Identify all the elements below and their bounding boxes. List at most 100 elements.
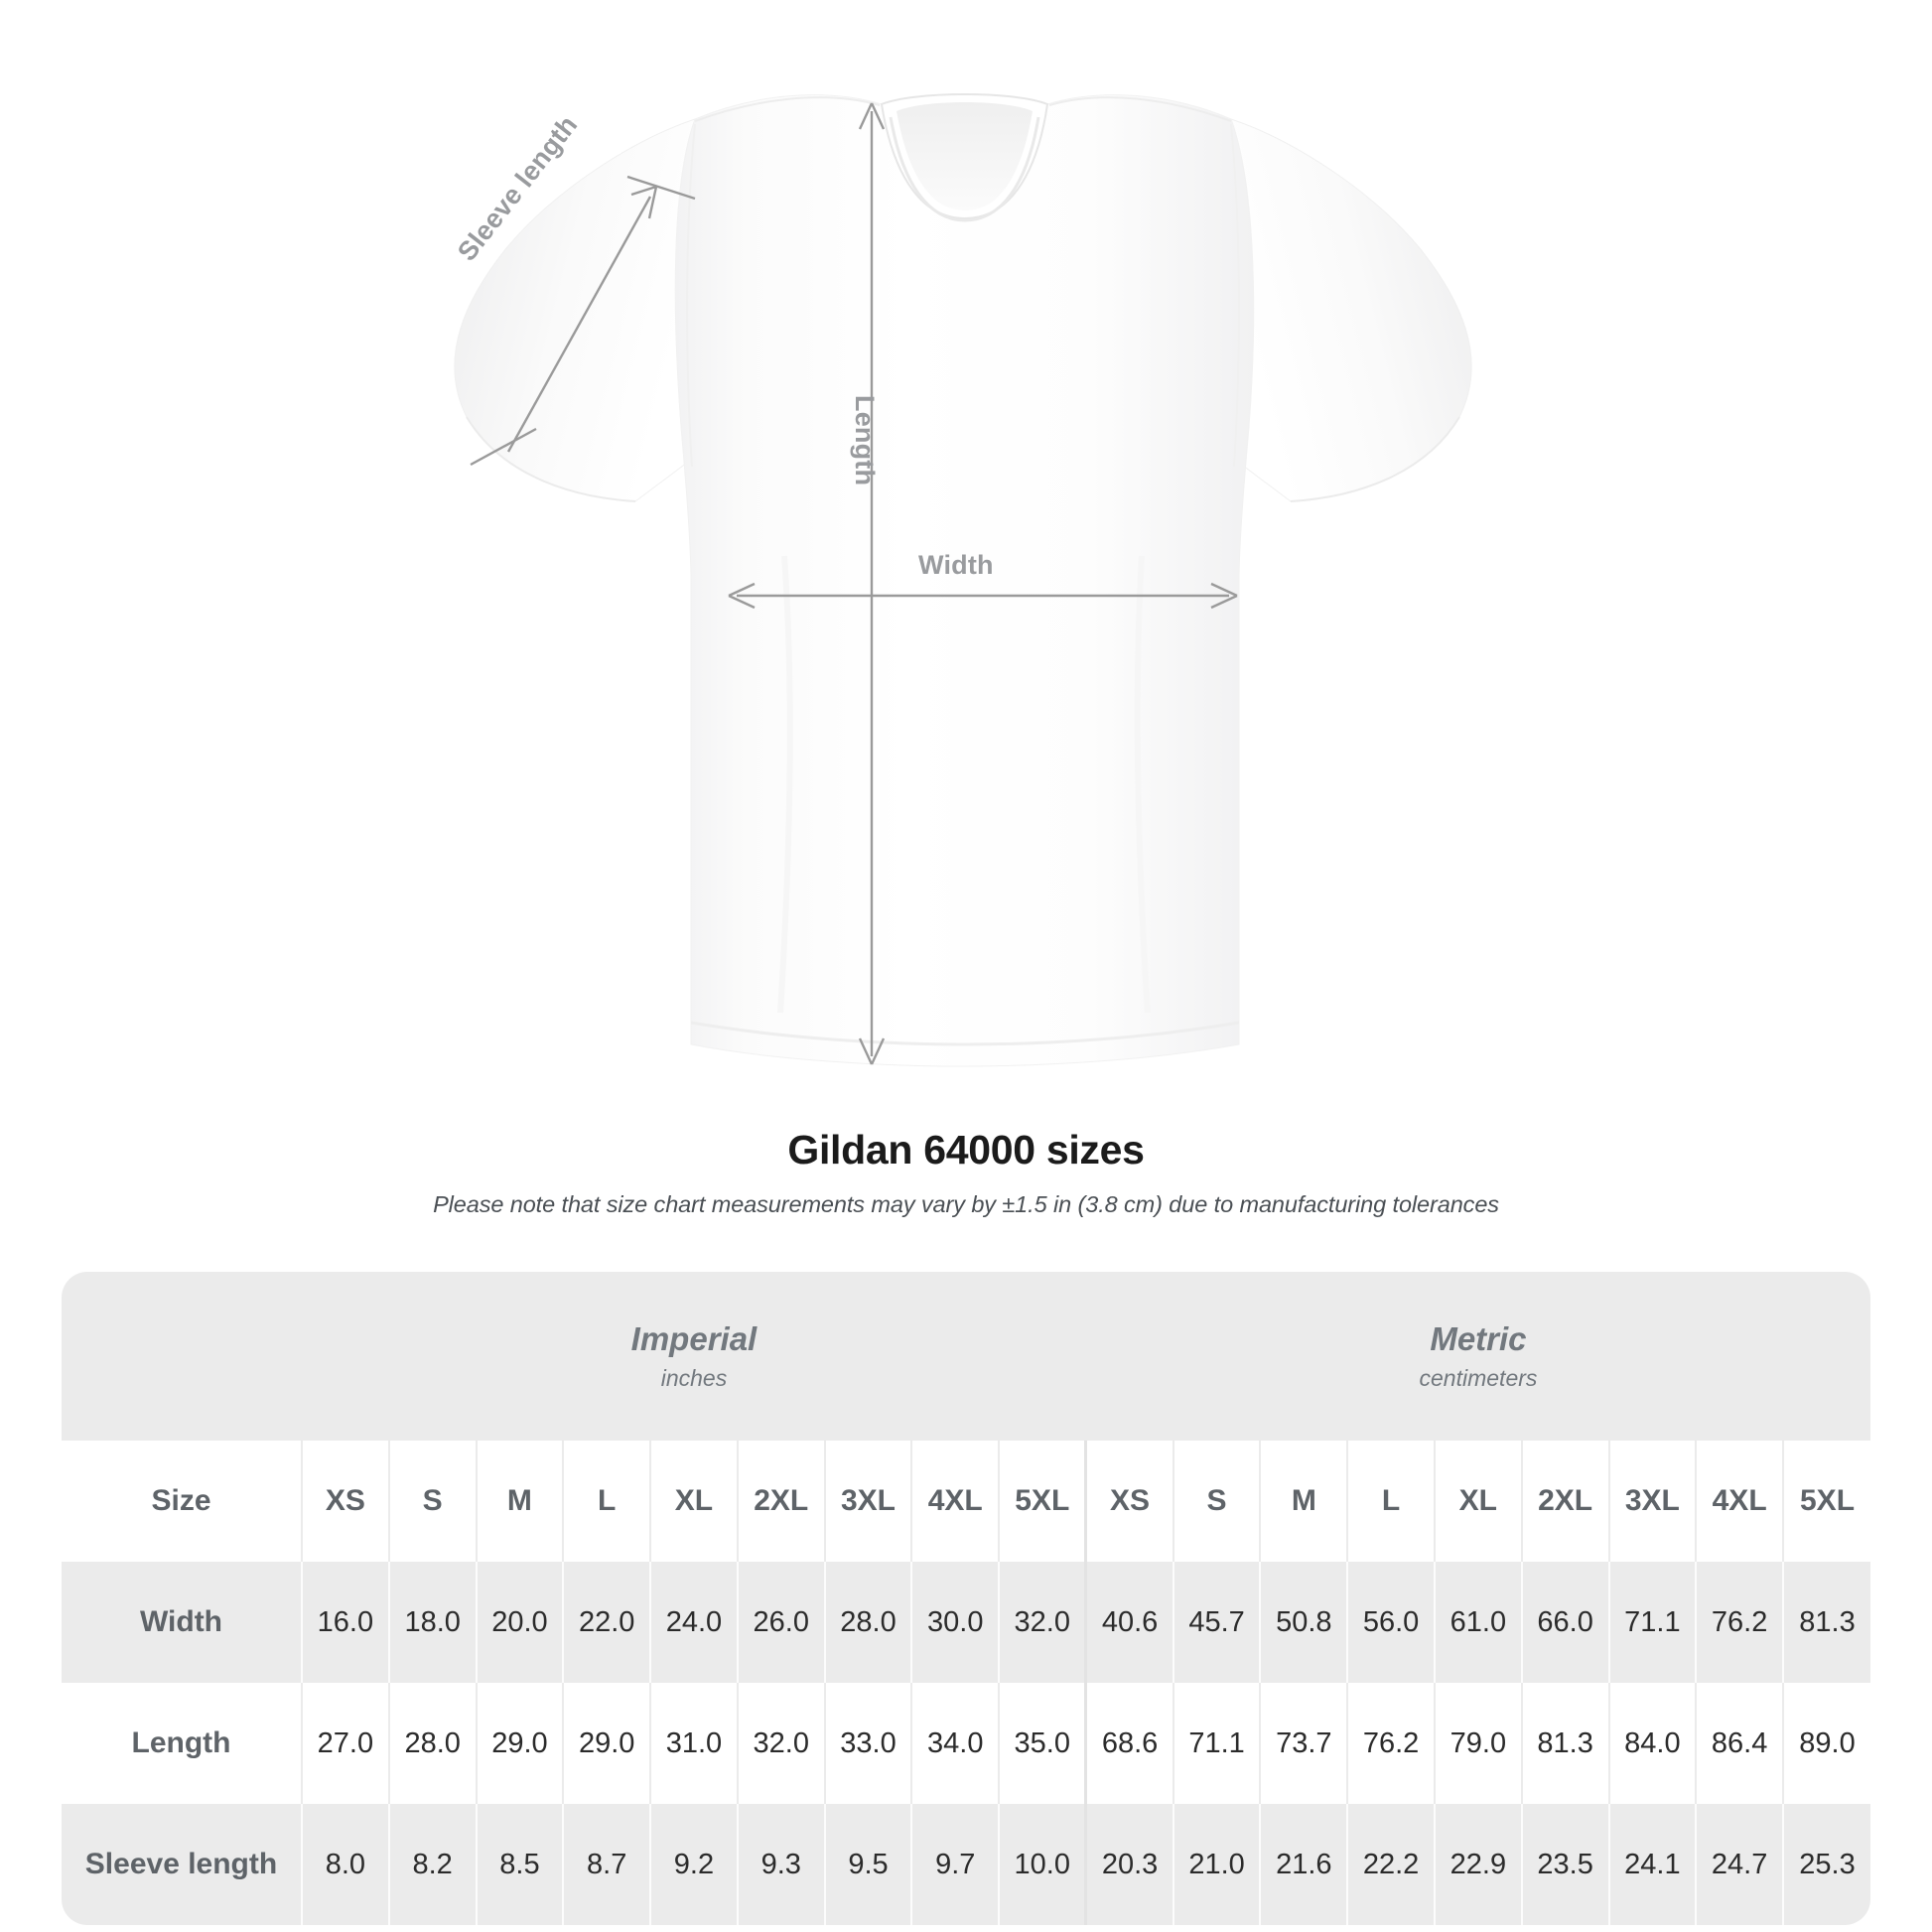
size-header-cell-imperial-3xl: 3XL [824,1441,913,1562]
cell-value: 23.5 [1537,1848,1593,1880]
unit-subtitle: inches [660,1365,728,1392]
cell-value: 34.0 [927,1726,984,1759]
size-label: 5XL [1800,1484,1856,1517]
cell-metric-m: 50.8 [1260,1562,1349,1683]
cell-imperial-2xl: 26.0 [737,1562,826,1683]
cell-value: 66.0 [1537,1605,1593,1638]
size-label: 3XL [1624,1484,1680,1517]
cell-imperial-xl: 31.0 [650,1683,739,1804]
size-header-cell-metric-3xl: 3XL [1608,1441,1698,1562]
size-header-cell-imperial-m: M [476,1441,565,1562]
cell-metric-xl: 22.9 [1434,1804,1523,1925]
cell-value: 24.0 [665,1605,723,1638]
size-label: 3XL [840,1484,896,1517]
cell-value: 50.8 [1276,1605,1332,1638]
unit-name: Imperial [630,1319,758,1357]
cell-value: 8.5 [499,1848,540,1880]
cell-value: 9.7 [935,1848,976,1880]
cell-value: 35.0 [1014,1726,1070,1759]
size-label: XL [1458,1484,1498,1517]
cell-imperial-xs: 8.0 [302,1804,390,1925]
cell-imperial-m: 20.0 [476,1562,565,1683]
cell-metric-3xl: 24.1 [1608,1804,1698,1925]
tshirt-illustration [454,92,1472,1067]
cell-imperial-l: 22.0 [563,1562,652,1683]
cell-value: 28.0 [840,1605,897,1638]
cell-imperial-l: 29.0 [563,1683,652,1804]
size-header-cell-metric-4xl: 4XL [1696,1441,1785,1562]
chart-heading: Gildan 64000 sizes Please note that size… [0,1127,1932,1218]
cell-metric-3xl: 71.1 [1608,1562,1698,1683]
cell-value: 40.6 [1101,1605,1159,1638]
cell-value: 9.3 [760,1848,801,1880]
cell-metric-4xl: 86.4 [1696,1683,1785,1804]
size-header-cell-metric-m: M [1260,1441,1349,1562]
cell-value: 71.1 [1624,1605,1681,1638]
cell-metric-2xl: 23.5 [1521,1804,1610,1925]
cell-metric-l: 56.0 [1347,1562,1436,1683]
size-header-cell-imperial-xs: XS [302,1441,390,1562]
row-label-text: Width [139,1605,223,1638]
cell-imperial-4xl: 34.0 [911,1683,1001,1804]
cell-value: 24.1 [1624,1848,1681,1880]
cell-value: 84.0 [1624,1726,1681,1759]
unit-row-spacer [62,1272,303,1441]
cell-imperial-xs: 27.0 [302,1683,390,1804]
cell-value: 68.6 [1101,1726,1159,1759]
cell-value: 21.0 [1188,1848,1245,1880]
cell-imperial-5xl: 10.0 [999,1804,1087,1925]
cell-metric-m: 21.6 [1260,1804,1349,1925]
cell-metric-s: 45.7 [1173,1562,1262,1683]
size-header-cell-metric-xs: XS [1084,1441,1174,1562]
cell-metric-xs: 20.3 [1084,1804,1174,1925]
size-label: L [1381,1484,1401,1517]
row-label-width: Width [62,1562,304,1683]
cell-metric-5xl: 81.3 [1783,1562,1870,1683]
cell-value: 56.0 [1362,1605,1420,1638]
cell-imperial-s: 18.0 [388,1562,478,1683]
size-chart-table: Imperial inches Metric centimeters Size XS S M L… [62,1272,1870,1925]
unit-header-metric: Metric centimeters [1085,1272,1870,1441]
cell-imperial-xs: 16.0 [302,1562,390,1683]
size-label: 4XL [1712,1484,1767,1517]
cell-value: 9.2 [673,1848,715,1880]
cell-value: 9.5 [848,1848,889,1880]
tolerance-note: Please note that size chart measurements… [433,1191,1499,1217]
cell-value: 25.3 [1799,1848,1856,1880]
cell-imperial-5xl: 32.0 [999,1562,1087,1683]
cell-metric-xs: 68.6 [1084,1683,1174,1804]
cell-imperial-4xl: 30.0 [911,1562,1001,1683]
page-title: Gildan 64000 sizes [787,1127,1145,1173]
cell-metric-2xl: 66.0 [1521,1562,1610,1683]
cell-metric-xl: 61.0 [1434,1562,1523,1683]
size-label: XL [674,1484,714,1517]
cell-value: 89.0 [1799,1726,1856,1759]
size-header-cell-metric-2xl: 2XL [1521,1441,1610,1562]
row-label-text: Length [131,1726,231,1759]
cell-imperial-s: 8.2 [388,1804,478,1925]
cell-value: 21.6 [1276,1848,1332,1880]
size-label: L [598,1484,617,1517]
cell-metric-5xl: 25.3 [1783,1804,1870,1925]
cell-value: 33.0 [840,1726,897,1759]
unit-name: Metric [1430,1319,1527,1357]
cell-imperial-5xl: 35.0 [999,1683,1087,1804]
cell-value: 24.7 [1711,1848,1768,1880]
cell-value: 10.0 [1014,1848,1070,1880]
size-label: M [1291,1484,1316,1517]
size-column-header: Size [62,1441,304,1562]
cell-imperial-3xl: 28.0 [824,1562,913,1683]
row-label-text: Sleeve length [84,1848,278,1880]
cell-metric-4xl: 76.2 [1696,1562,1785,1683]
cell-imperial-m: 8.5 [476,1804,565,1925]
cell-imperial-2xl: 9.3 [737,1804,826,1925]
cell-value: 8.7 [587,1848,627,1880]
cell-metric-l: 22.2 [1347,1804,1436,1925]
cell-value: 18.0 [404,1605,461,1638]
cell-imperial-3xl: 9.5 [824,1804,913,1925]
size-header-cell-metric-l: L [1347,1441,1436,1562]
size-header-cell-metric-5xl: 5XL [1783,1441,1870,1562]
size-header-cell-imperial-s: S [388,1441,478,1562]
cell-imperial-4xl: 9.7 [911,1804,1001,1925]
row-label-length: Length [62,1683,304,1804]
